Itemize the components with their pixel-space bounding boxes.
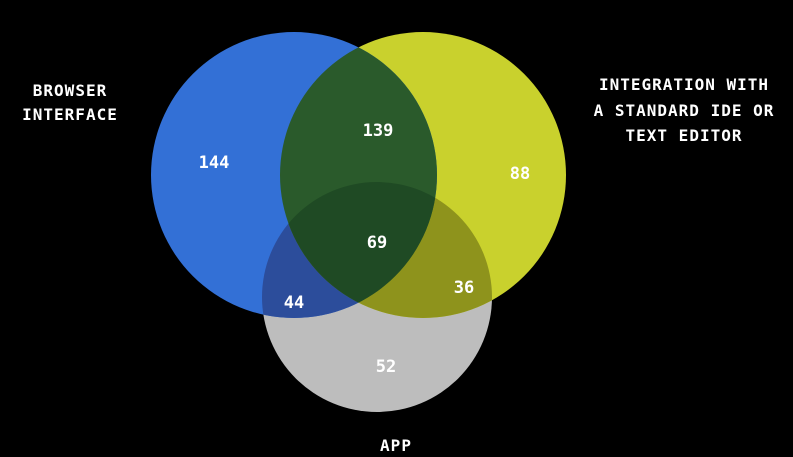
label-browser-line-2: INTERFACE [22, 105, 118, 124]
label-ide-line-2: A STANDARD IDE OR [594, 101, 775, 120]
label-browser-line-1: BROWSER [33, 81, 107, 100]
count-browser-only: 144 [199, 153, 230, 173]
count-all-three: 69 [367, 233, 387, 253]
label-ide-line-3: TEXT EDITOR [626, 126, 743, 145]
count-browser-ide: 139 [363, 121, 394, 141]
count-ide-only: 88 [510, 164, 530, 184]
label-ide-line-1: INTEGRATION WITH [599, 75, 769, 94]
count-app-only: 52 [376, 357, 396, 377]
label-app: APP [380, 436, 412, 455]
count-browser-app: 44 [284, 293, 304, 313]
count-ide-app: 36 [454, 278, 474, 298]
